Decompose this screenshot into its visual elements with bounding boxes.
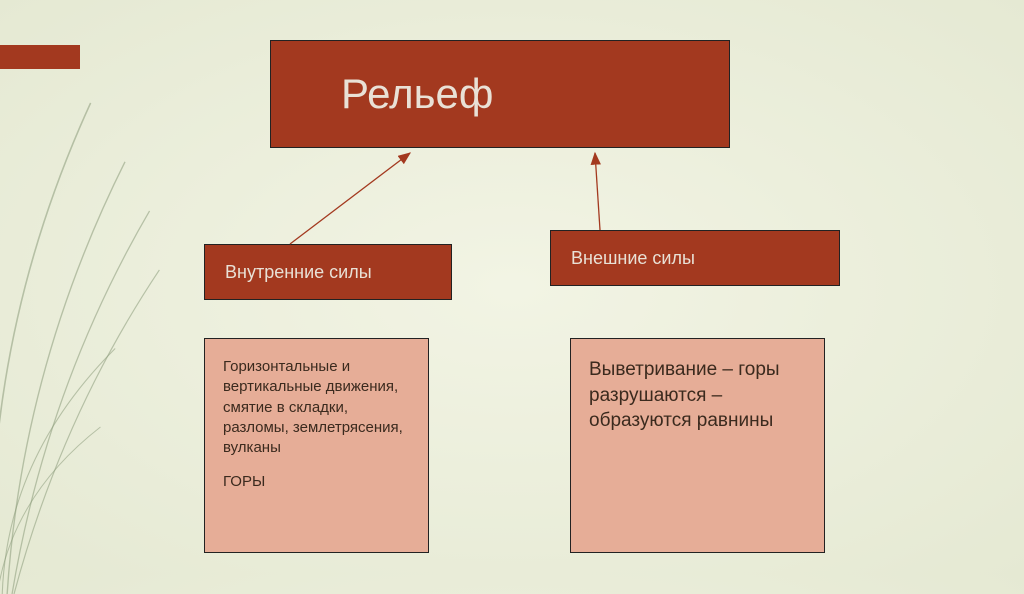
branch-node-external: Внешние силы	[550, 230, 840, 286]
root-node-label: Рельеф	[341, 70, 493, 118]
branch-node-internal: Внутренние силы	[204, 244, 452, 300]
detail-text-emph: ГОРЫ	[223, 472, 410, 492]
detail-node-internal: Горизонтальные и вертикальные движения, …	[204, 338, 429, 553]
accent-side-bar	[0, 45, 80, 69]
branch-label: Внутренние силы	[225, 262, 372, 283]
root-node: Рельеф	[270, 40, 730, 148]
detail-text: Выветривание – горы разрушаются – образу…	[589, 357, 806, 434]
detail-node-external: Выветривание – горы разрушаются – образу…	[570, 338, 825, 553]
detail-text: Горизонтальные и вертикальные движения, …	[223, 357, 410, 458]
branch-label: Внешние силы	[571, 248, 695, 269]
